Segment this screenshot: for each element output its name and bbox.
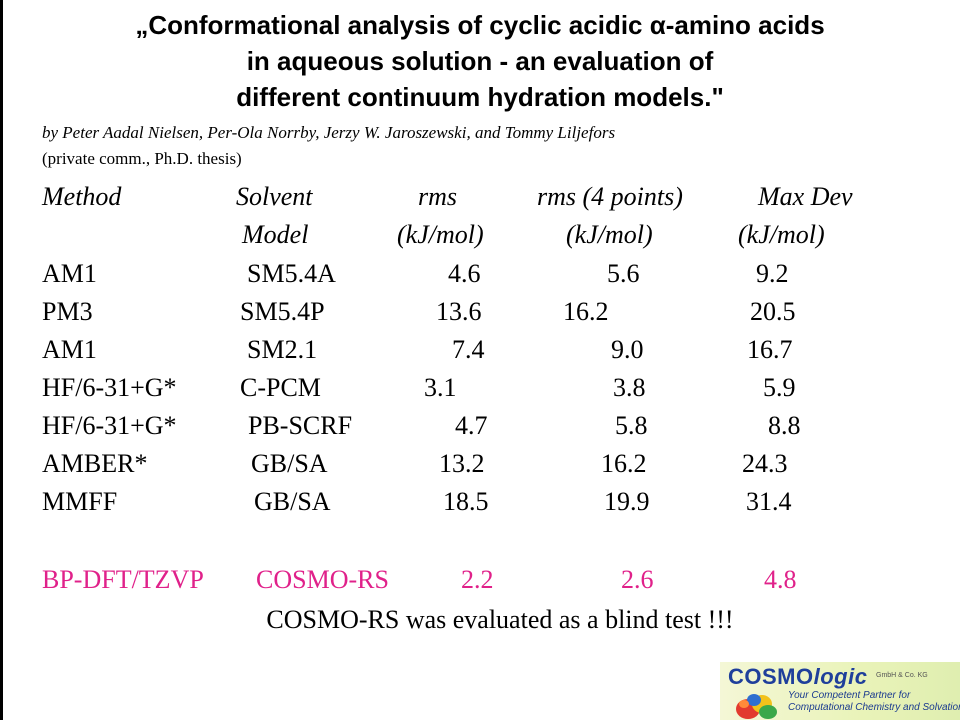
cell-solvent: COSMO-RS bbox=[256, 565, 389, 594]
cell-method: AM1 bbox=[42, 335, 97, 364]
cell-method: AMBER* bbox=[42, 449, 148, 478]
table-row: AM1 SM2.1 7.4 9.0 16.7 bbox=[0, 332, 960, 368]
cell-maxdev: 31.4 bbox=[746, 487, 792, 516]
cell-rms: 2.2 bbox=[461, 565, 494, 594]
logo-tagline-line-1: Your Competent Partner for bbox=[788, 690, 911, 701]
cell-maxdev: 9.2 bbox=[756, 259, 789, 288]
cell-rms: 4.6 bbox=[448, 259, 481, 288]
table-row: AMBER* GB/SA 13.2 16.2 24.3 bbox=[0, 446, 960, 482]
cell-maxdev: 16.7 bbox=[747, 335, 793, 364]
cell-solvent: C-PCM bbox=[240, 373, 321, 402]
header-rms-unit: (kJ/mol) bbox=[397, 220, 484, 249]
table-row: HF/6-31+G* PB-SCRF 4.7 5.8 8.8 bbox=[0, 408, 960, 444]
cell-rms4: 5.8 bbox=[615, 411, 648, 440]
cell-rms: 13.2 bbox=[439, 449, 485, 478]
table-row: PM3 SM5.4P 13.6 16.2 20.5 bbox=[0, 294, 960, 330]
header-rms4-unit: (kJ/mol) bbox=[566, 220, 653, 249]
slide-title-line-3: different continuum hydration models." bbox=[236, 82, 724, 112]
cell-solvent: PB-SCRF bbox=[248, 411, 353, 440]
conclusion-text: COSMO-RS was evaluated as a blind test !… bbox=[266, 605, 734, 634]
cell-solvent: SM2.1 bbox=[247, 335, 318, 364]
table-header-row-2: Model (kJ/mol) (kJ/mol) (kJ/mol) bbox=[0, 217, 960, 253]
logo-wordmark-part1: COSMO bbox=[728, 664, 814, 689]
cell-rms: 3.1 bbox=[424, 373, 457, 402]
logo-wordmark: COSMOlogic bbox=[728, 664, 867, 690]
cell-method: BP-DFT/TZVP bbox=[42, 565, 204, 594]
logo-tagline-line-2: Computational Chemistry and Solvation bbox=[788, 702, 960, 713]
slide-title-line-2: in aqueous solution - an evaluation of bbox=[246, 46, 714, 76]
header-max-dev: Max Dev bbox=[758, 182, 853, 211]
cell-rms4: 16.2 bbox=[601, 449, 647, 478]
cell-method: AM1 bbox=[42, 259, 97, 288]
cell-rms4: 9.0 bbox=[611, 335, 644, 364]
cell-solvent: SM5.4P bbox=[240, 297, 325, 326]
cell-rms: 4.7 bbox=[455, 411, 488, 440]
cell-maxdev: 4.8 bbox=[764, 565, 797, 594]
cell-maxdev: 8.8 bbox=[768, 411, 801, 440]
logo-company-suffix: GmbH & Co. KG bbox=[876, 672, 928, 679]
source-note: (private comm., Ph.D. thesis) bbox=[42, 149, 242, 168]
cell-maxdev: 20.5 bbox=[750, 297, 796, 326]
header-solvent: Solvent bbox=[236, 182, 313, 211]
cell-solvent: SM5.4A bbox=[247, 259, 336, 288]
author-byline: by Peter Aadal Nielsen, Per-Ola Norrby, … bbox=[42, 123, 616, 142]
cell-method: PM3 bbox=[42, 297, 93, 326]
header-rms: rms bbox=[418, 182, 458, 211]
table-row: AM1 SM5.4A 4.6 5.6 9.2 bbox=[0, 256, 960, 292]
cell-rms4: 3.8 bbox=[613, 373, 646, 402]
cell-maxdev: 24.3 bbox=[742, 449, 788, 478]
cell-rms4: 5.6 bbox=[607, 259, 640, 288]
cell-solvent: GB/SA bbox=[254, 487, 331, 516]
cell-solvent: GB/SA bbox=[251, 449, 328, 478]
molecule-surface-icon bbox=[736, 694, 777, 719]
table-header-row-1: Method Solvent rms rms (4 points) Max De… bbox=[0, 179, 960, 215]
slide-left-border bbox=[0, 0, 3, 720]
table-row: MMFF GB/SA 18.5 19.9 31.4 bbox=[0, 484, 960, 520]
cell-rms4: 16.2 bbox=[563, 297, 609, 326]
cell-rms: 7.4 bbox=[452, 335, 485, 364]
header-model: Model bbox=[242, 220, 309, 249]
cell-rms4: 19.9 bbox=[604, 487, 650, 516]
cosmologic-logo: COSMOlogic GmbH & Co. KG Your Competent … bbox=[720, 662, 960, 720]
slide-title-line-1: „Conformational analysis of cyclic acidi… bbox=[135, 10, 825, 40]
cell-method: MMFF bbox=[42, 487, 118, 516]
header-maxdev-unit: (kJ/mol) bbox=[738, 220, 825, 249]
header-rms-4-points: rms (4 points) bbox=[537, 182, 683, 211]
table-row: HF/6-31+G* C-PCM 3.1 3.8 5.9 bbox=[0, 370, 960, 406]
logo-tagline: Your Competent Partner for Computational … bbox=[788, 690, 960, 714]
cell-rms: 13.6 bbox=[436, 297, 482, 326]
cell-method: HF/6-31+G* bbox=[42, 373, 177, 402]
table-row-highlighted: BP-DFT/TZVP COSMO-RS 2.2 2.6 4.8 bbox=[0, 562, 960, 598]
cell-maxdev: 5.9 bbox=[763, 373, 796, 402]
cell-method: HF/6-31+G* bbox=[42, 411, 177, 440]
logo-wordmark-part2: logic bbox=[813, 664, 868, 689]
cell-rms4: 2.6 bbox=[621, 565, 654, 594]
header-method: Method bbox=[42, 182, 122, 211]
cell-rms: 18.5 bbox=[443, 487, 489, 516]
